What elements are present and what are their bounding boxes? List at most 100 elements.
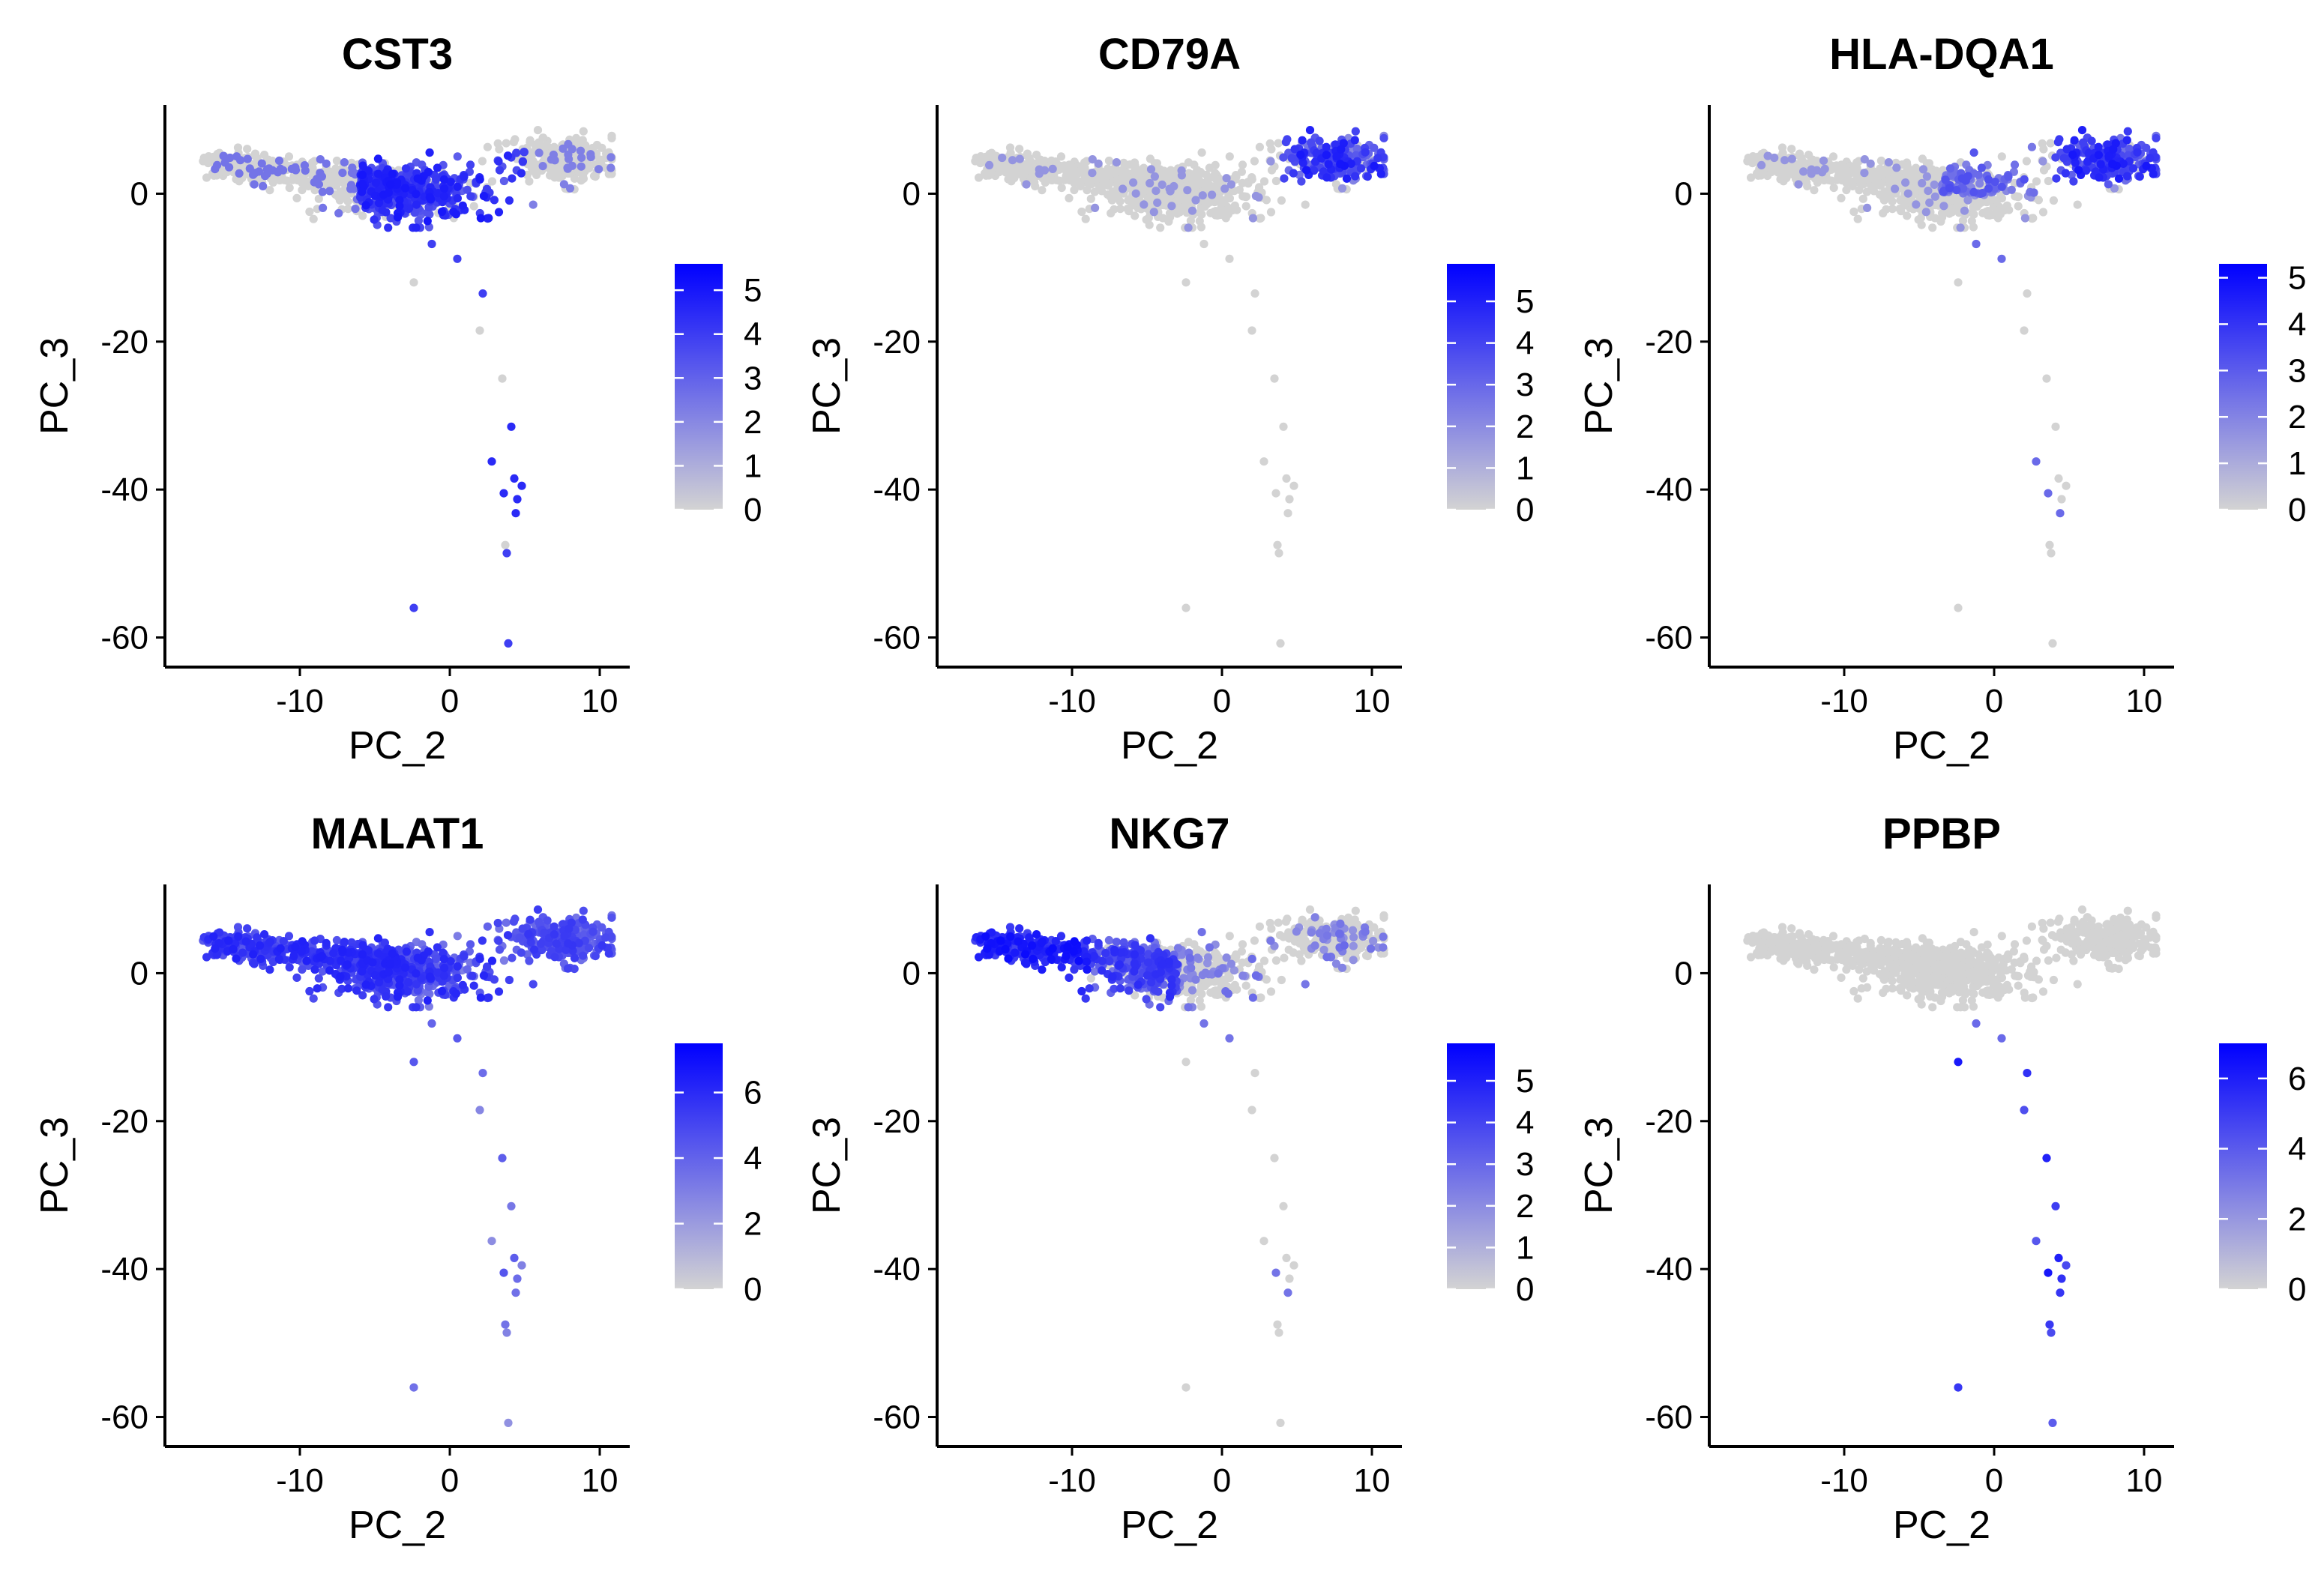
points <box>199 905 616 1427</box>
data-point <box>243 145 252 154</box>
data-point <box>2109 145 2118 154</box>
data-point <box>1254 193 1263 202</box>
data-point <box>1945 164 1955 173</box>
colorbar-tick-label: 4 <box>1516 325 1534 362</box>
data-point <box>511 1288 520 1297</box>
data-point <box>1882 169 1891 178</box>
data-point <box>2056 509 2065 518</box>
data-point <box>358 179 367 189</box>
x-tick-label: -10 <box>276 683 324 720</box>
data-point <box>234 932 243 941</box>
data-point <box>285 963 294 972</box>
colorbar-tick-label: 3 <box>2288 352 2306 389</box>
data-point <box>1305 126 1315 135</box>
data-point <box>1352 144 1361 154</box>
data-point <box>578 915 587 924</box>
data-point <box>1262 975 1271 984</box>
data-point <box>526 138 535 147</box>
data-point <box>1302 166 1311 175</box>
data-point <box>2048 639 2057 648</box>
data-point <box>403 987 412 996</box>
data-point <box>1918 178 1927 188</box>
data-point <box>1777 143 1787 152</box>
data-point <box>1794 180 1803 189</box>
data-point <box>325 187 334 196</box>
data-point <box>1271 956 1280 965</box>
data-point <box>409 603 418 612</box>
data-point <box>568 145 577 154</box>
data-point <box>1047 175 1056 184</box>
data-point <box>453 1034 462 1043</box>
data-point <box>1038 158 1047 167</box>
data-point <box>1930 192 1939 201</box>
data-point <box>209 932 218 941</box>
data-point <box>307 162 316 171</box>
data-point <box>317 172 326 181</box>
data-point <box>453 254 462 263</box>
data-point <box>1274 139 1283 148</box>
data-point <box>1858 194 1867 203</box>
data-point <box>305 207 314 217</box>
data-point <box>332 935 341 945</box>
data-point <box>1265 139 1274 148</box>
data-point <box>1197 148 1206 157</box>
data-point <box>2095 173 2104 182</box>
data-point <box>483 922 493 931</box>
data-point <box>1305 905 1315 914</box>
data-point <box>1852 162 1861 171</box>
data-point <box>987 148 996 157</box>
data-point <box>565 924 574 933</box>
data-point <box>550 930 559 939</box>
x-tick-label: 10 <box>1354 683 1391 720</box>
data-point <box>395 981 404 990</box>
data-point <box>1901 178 1910 187</box>
data-point <box>1158 180 1166 189</box>
data-point <box>1376 169 1385 178</box>
data-point <box>340 158 349 167</box>
data-point <box>505 975 514 985</box>
data-point <box>1080 162 1089 171</box>
data-point <box>2149 169 2158 178</box>
data-point <box>322 938 331 947</box>
data-point <box>1774 168 1783 177</box>
data-point <box>1855 186 1864 195</box>
data-point <box>1876 156 1885 166</box>
data-point <box>510 1253 519 1262</box>
data-point <box>2108 160 2117 169</box>
data-point <box>1153 198 1162 207</box>
data-point <box>2029 188 2038 197</box>
data-point <box>298 937 307 946</box>
colorbar-tick-label: 1 <box>744 447 762 484</box>
data-point <box>346 184 355 193</box>
data-point <box>386 959 395 968</box>
data-point <box>503 931 513 940</box>
data-point <box>1289 169 1298 178</box>
data-point <box>494 208 504 217</box>
data-point <box>518 157 528 166</box>
data-point <box>1193 174 1202 183</box>
data-point <box>1350 136 1359 145</box>
data-point <box>1107 208 1116 218</box>
data-point <box>513 495 522 504</box>
data-point <box>1088 169 1097 178</box>
data-point <box>1156 223 1165 232</box>
data-point <box>1081 214 1090 223</box>
data-point <box>484 993 493 1002</box>
data-point <box>529 980 538 989</box>
data-point <box>524 929 533 938</box>
data-point <box>425 928 434 937</box>
data-point <box>499 956 509 965</box>
data-point <box>469 202 478 211</box>
points <box>971 126 1388 648</box>
data-point <box>1969 223 1978 232</box>
data-point <box>1828 152 1838 161</box>
data-point <box>265 965 274 974</box>
data-point <box>1250 289 1259 298</box>
data-point <box>316 155 325 164</box>
data-point <box>361 980 370 989</box>
data-point <box>1332 152 1341 161</box>
data-point <box>370 215 379 224</box>
data-point <box>482 184 492 193</box>
data-point <box>1351 906 1360 915</box>
data-point <box>2052 174 2061 183</box>
